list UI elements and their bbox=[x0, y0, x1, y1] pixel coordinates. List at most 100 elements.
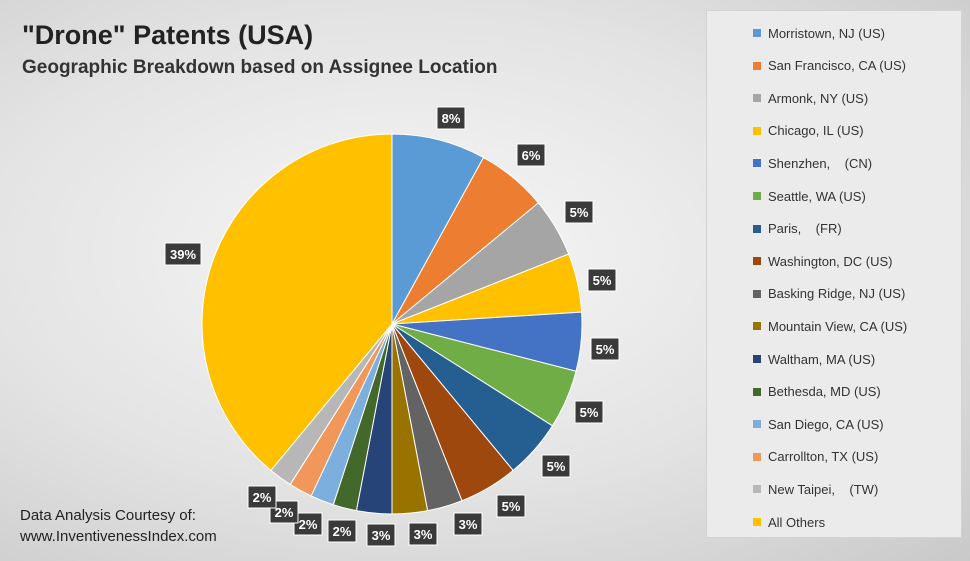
chart-title: "Drone" Patents (USA) bbox=[22, 20, 314, 50]
slice-label-text: 3% bbox=[414, 527, 433, 542]
slice-label-text: 2% bbox=[275, 505, 294, 520]
legend-label: Morristown, NJ (US) bbox=[768, 25, 886, 41]
legend-swatch bbox=[753, 224, 761, 233]
legend-item: Morristown, NJ (US) bbox=[753, 23, 885, 43]
legend-swatch bbox=[753, 387, 761, 396]
slice-label-text: 8% bbox=[442, 111, 461, 126]
slice-label-text: 5% bbox=[570, 205, 589, 220]
legend-item: Basking Ridge, NJ (US) bbox=[753, 284, 905, 304]
slice-label-text: 5% bbox=[547, 459, 566, 474]
slice-label-box bbox=[453, 512, 483, 536]
legend-label: Shenzhen, (CN) bbox=[768, 155, 873, 171]
slice-label-text: 5% bbox=[502, 499, 521, 514]
slice-label-text: 5% bbox=[593, 273, 612, 288]
legend-label: Basking Ridge, NJ (US) bbox=[768, 286, 906, 302]
legend-swatch bbox=[753, 485, 761, 494]
legend-item: New Taipei, (TW) bbox=[753, 479, 878, 499]
slice-percent-label: 8% bbox=[436, 106, 466, 130]
legend-label: San Francisco, CA (US) bbox=[768, 58, 906, 74]
legend-item: Carrollton, TX (US) bbox=[753, 447, 878, 467]
credit-line-1: Data Analysis Courtesy of: bbox=[20, 507, 196, 524]
legend-item: Shenzhen, (CN) bbox=[753, 153, 872, 173]
slice-percent-label: 5% bbox=[590, 337, 620, 361]
slice-percent-label: 5% bbox=[564, 200, 594, 224]
legend-item: Washington, DC (US) bbox=[753, 251, 893, 271]
legend-item: Armonk, NY (US) bbox=[753, 88, 868, 108]
slice-label-text: 2% bbox=[253, 490, 272, 505]
legend-swatch bbox=[753, 289, 761, 298]
legend-swatch bbox=[753, 355, 761, 363]
legend-label: Carrollton, TX (US) bbox=[768, 449, 879, 465]
slice-percent-label: 2% bbox=[327, 519, 357, 543]
legend-swatch bbox=[753, 322, 761, 331]
legend-item: All Others bbox=[753, 512, 825, 532]
pie-chart: 8%6%5%5%5%5%5%5%3%3%3%2%2%2%2%39% bbox=[164, 106, 620, 547]
legend-swatch bbox=[753, 61, 761, 70]
slice-label-text: 6% bbox=[522, 148, 541, 163]
legend-swatch bbox=[753, 29, 761, 37]
legend-label: All Others bbox=[768, 514, 826, 530]
legend-label: Washington, DC (US) bbox=[768, 253, 893, 269]
slice-label-box bbox=[496, 494, 526, 518]
slice-label-box bbox=[164, 242, 202, 266]
legend-swatch bbox=[753, 452, 761, 461]
legend-swatch bbox=[753, 192, 761, 200]
slice-label-text: 3% bbox=[459, 517, 478, 532]
slice-label-box bbox=[408, 522, 438, 546]
slice-label-box bbox=[436, 106, 466, 130]
legend-item: Paris, (FR) bbox=[753, 219, 842, 239]
slice-percent-label: 3% bbox=[366, 523, 396, 547]
legend-item: Bethesda, MD (US) bbox=[753, 382, 881, 402]
legend-swatch bbox=[753, 126, 761, 135]
slice-label-box bbox=[327, 519, 357, 543]
legend-swatch bbox=[753, 518, 761, 526]
slice-label-text: 3% bbox=[372, 528, 391, 543]
slice-label-text: 5% bbox=[580, 405, 599, 420]
slice-percent-label: 6% bbox=[516, 143, 546, 167]
slice-label-box bbox=[366, 523, 396, 547]
legend-item: San Diego, CA (US) bbox=[753, 414, 884, 434]
slice-label-text: 39% bbox=[170, 247, 196, 262]
slice-label-box bbox=[564, 200, 594, 224]
legend-swatch bbox=[753, 257, 761, 266]
legend-swatch bbox=[753, 159, 761, 168]
slice-label-box bbox=[574, 400, 604, 424]
legend-swatch bbox=[753, 94, 761, 103]
slice-label-box bbox=[541, 454, 571, 478]
slice-label-text: 2% bbox=[333, 524, 352, 539]
legend-item: San Francisco, CA (US) bbox=[753, 56, 906, 76]
legend-item: Waltham, MA (US) bbox=[753, 349, 875, 369]
legend-label: San Diego, CA (US) bbox=[768, 416, 884, 432]
slice-label-box bbox=[293, 512, 323, 536]
legend-label: Mountain View, CA (US) bbox=[768, 318, 908, 334]
slice-label-box bbox=[516, 143, 546, 167]
legend-label: Chicago, IL (US) bbox=[768, 123, 864, 139]
slice-percent-label: 3% bbox=[453, 512, 483, 536]
legend-item: Mountain View, CA (US) bbox=[753, 316, 907, 336]
legend-label: New Taipei, (TW) bbox=[768, 481, 879, 497]
slice-label-box bbox=[590, 337, 620, 361]
slice-label-box bbox=[247, 485, 277, 509]
legend-item: Seattle, WA (US) bbox=[753, 186, 866, 206]
pie-slice bbox=[391, 133, 485, 325]
slice-label-text: 5% bbox=[596, 342, 615, 357]
legend-label: Waltham, MA (US) bbox=[768, 351, 876, 367]
slice-percent-label: 5% bbox=[541, 454, 571, 478]
slice-percent-label: 39% bbox=[164, 242, 202, 266]
slice-label-box bbox=[587, 268, 617, 292]
slice-label-box bbox=[269, 500, 299, 524]
slice-label-text: 2% bbox=[299, 517, 318, 532]
legend-swatch bbox=[753, 420, 761, 429]
legend-label: Seattle, WA (US) bbox=[768, 188, 866, 204]
slice-percent-label: 2% bbox=[269, 500, 299, 524]
legend-label: Bethesda, MD (US) bbox=[768, 384, 881, 400]
pie-slice bbox=[201, 133, 393, 472]
legend-item: Chicago, IL (US) bbox=[753, 121, 864, 141]
credit-line-2: www.InventivenessIndex.com bbox=[20, 528, 217, 545]
slice-percent-label: 5% bbox=[574, 400, 604, 424]
slice-percent-label: 3% bbox=[408, 522, 438, 546]
slice-percent-label: 2% bbox=[247, 485, 277, 509]
legend-label: Paris, (FR) bbox=[768, 221, 842, 237]
slice-percent-label: 5% bbox=[587, 268, 617, 292]
slice-percent-label: 2% bbox=[293, 512, 323, 536]
